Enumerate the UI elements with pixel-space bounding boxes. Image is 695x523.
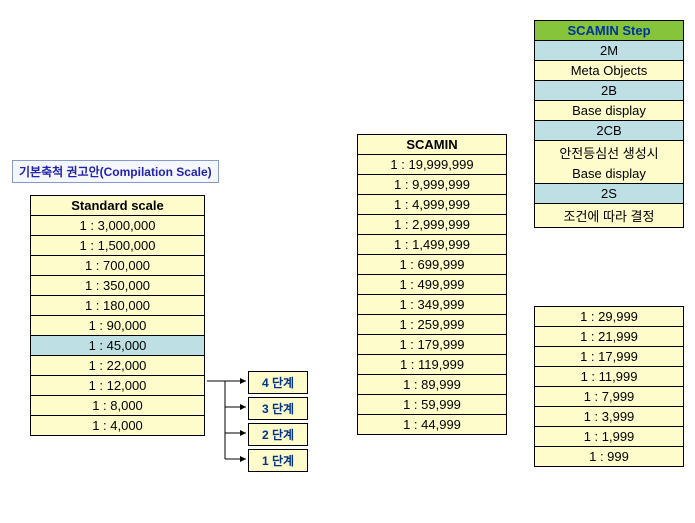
step-arrows bbox=[0, 0, 695, 523]
